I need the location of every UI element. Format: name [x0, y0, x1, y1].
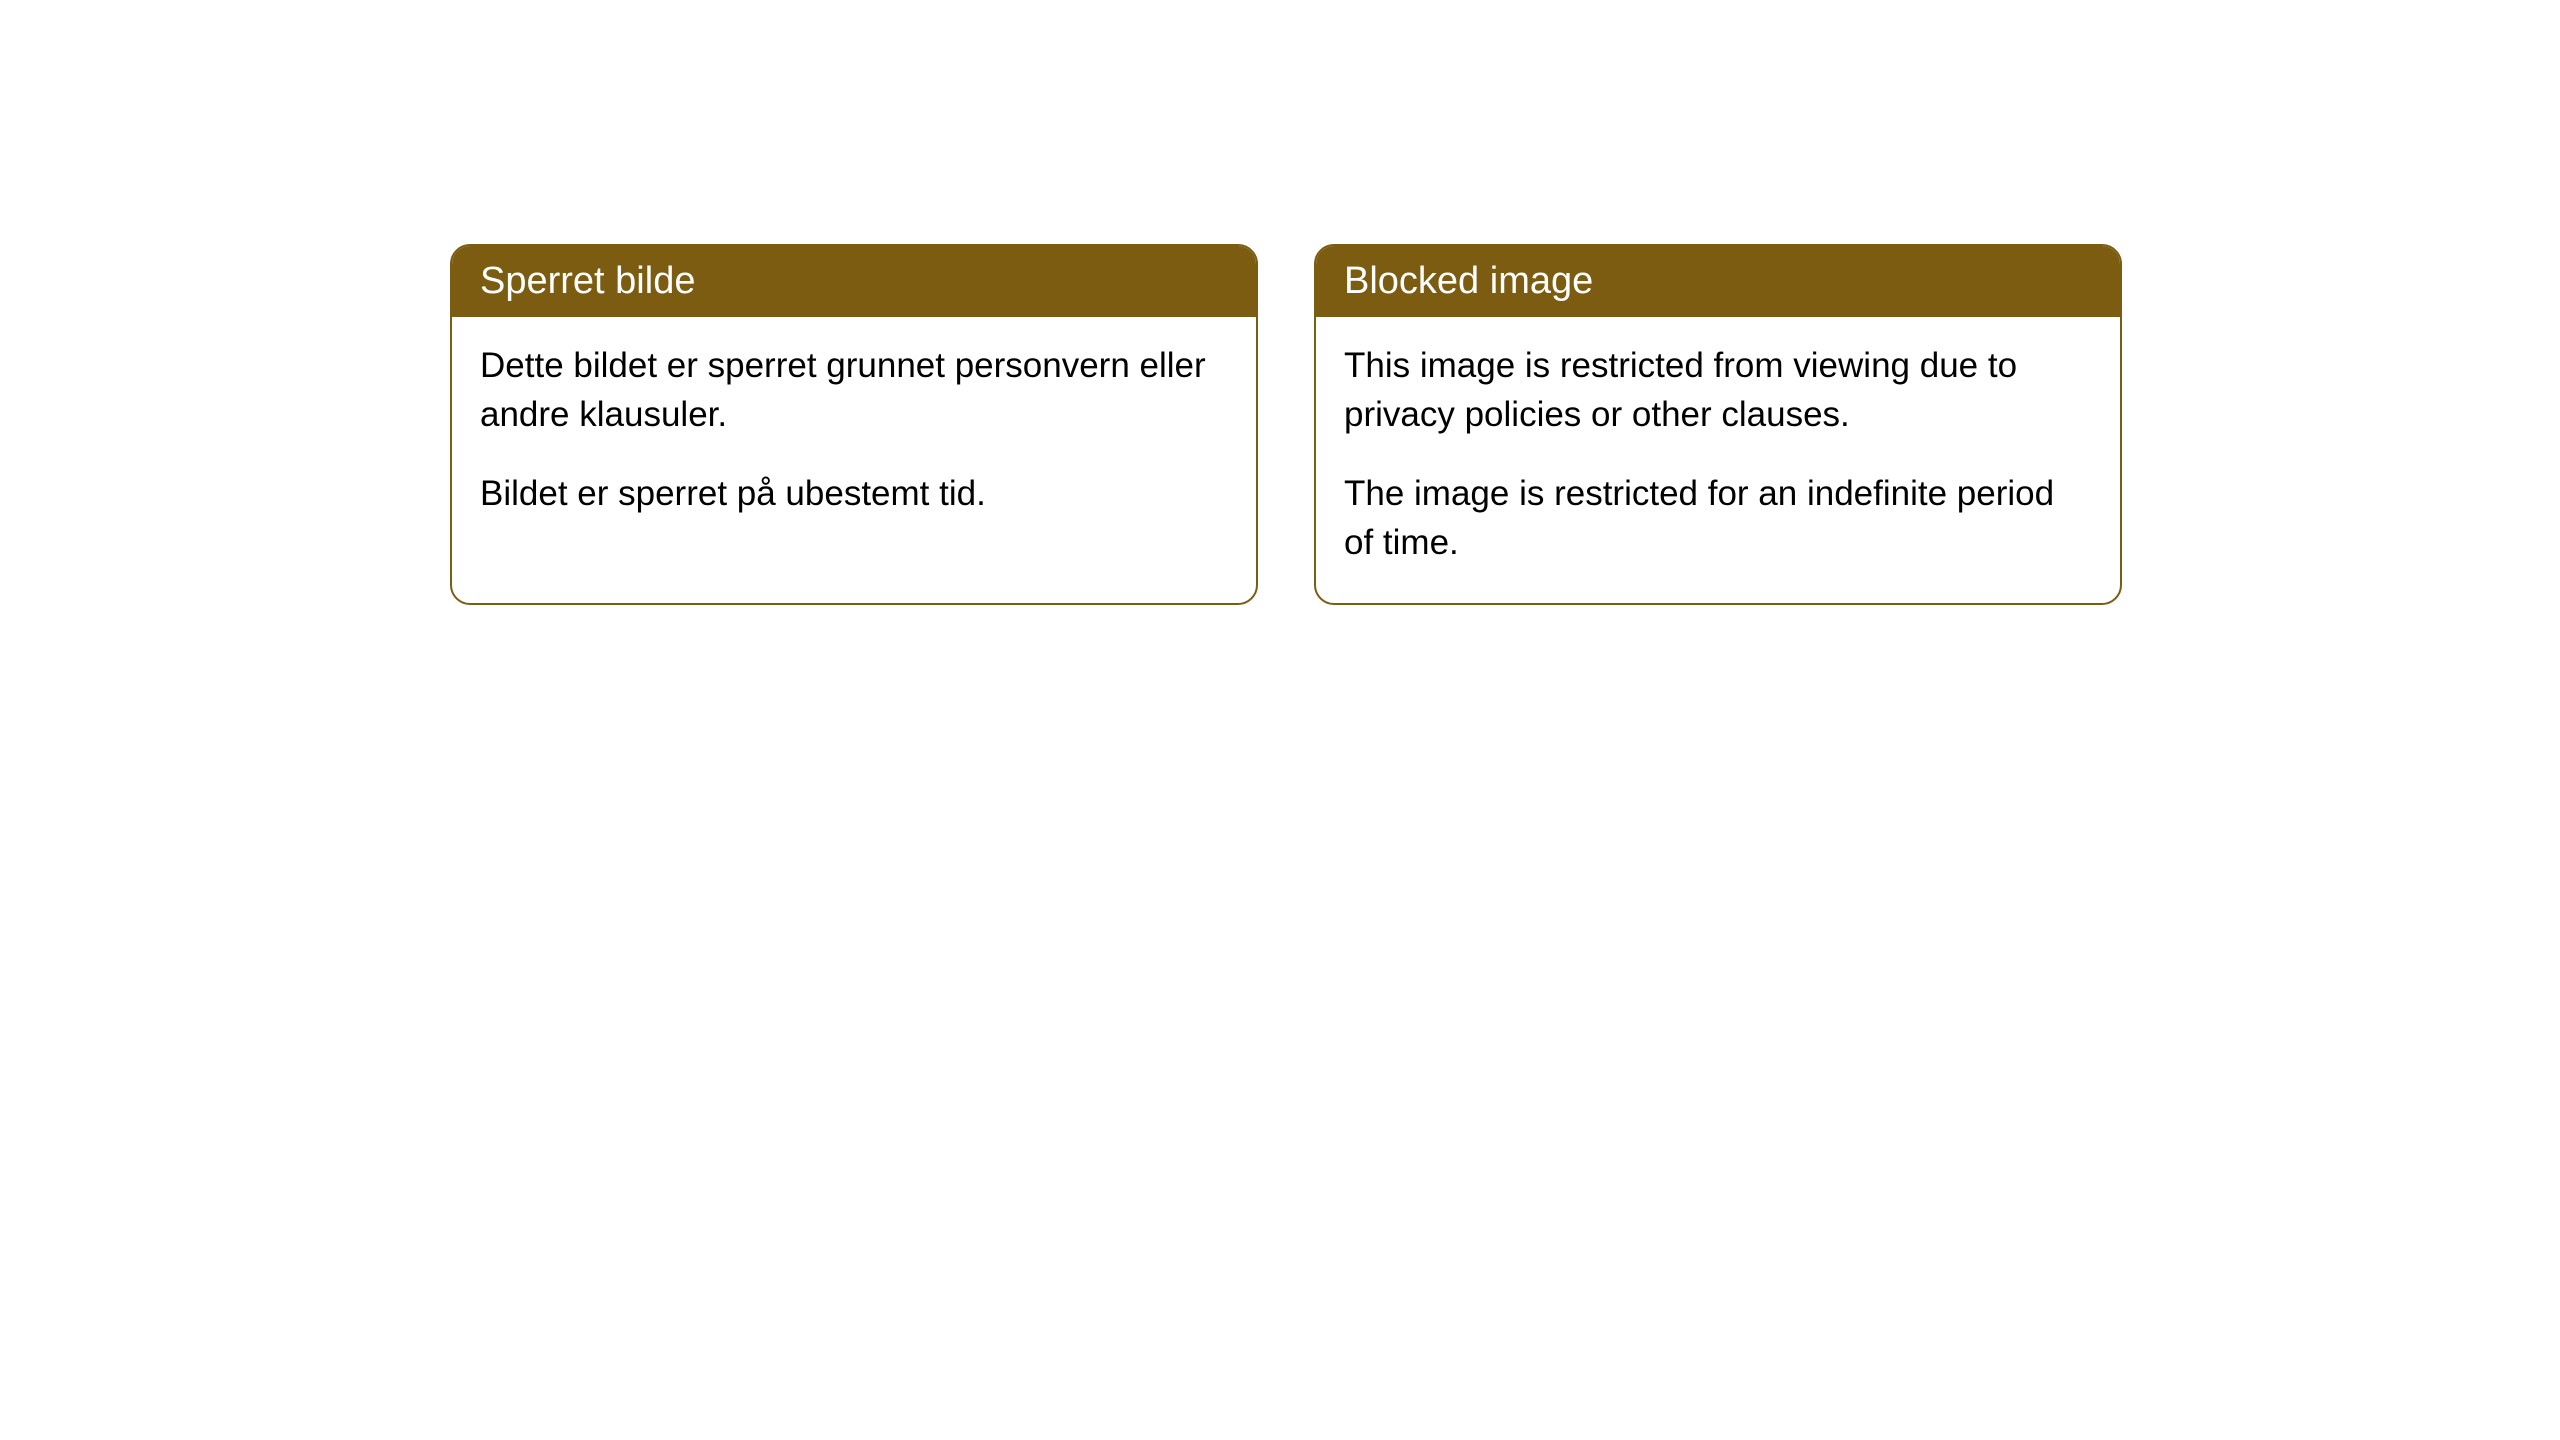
card-body-norwegian: Dette bildet er sperret grunnet personve…: [452, 317, 1256, 554]
card-paragraph: Dette bildet er sperret grunnet personve…: [480, 341, 1228, 439]
card-title: Sperret bilde: [480, 260, 695, 302]
card-paragraph: Bildet er sperret på ubestemt tid.: [480, 469, 1228, 518]
card-paragraph: The image is restricted for an indefinit…: [1344, 469, 2092, 567]
blocked-image-card-english: Blocked image This image is restricted f…: [1314, 244, 2122, 605]
card-header-norwegian: Sperret bilde: [452, 246, 1256, 317]
card-title: Blocked image: [1344, 260, 1593, 302]
blocked-image-card-norwegian: Sperret bilde Dette bildet er sperret gr…: [450, 244, 1258, 605]
card-header-english: Blocked image: [1316, 246, 2120, 317]
card-paragraph: This image is restricted from viewing du…: [1344, 341, 2092, 439]
notice-cards-container: Sperret bilde Dette bildet er sperret gr…: [450, 244, 2122, 605]
card-body-english: This image is restricted from viewing du…: [1316, 317, 2120, 603]
